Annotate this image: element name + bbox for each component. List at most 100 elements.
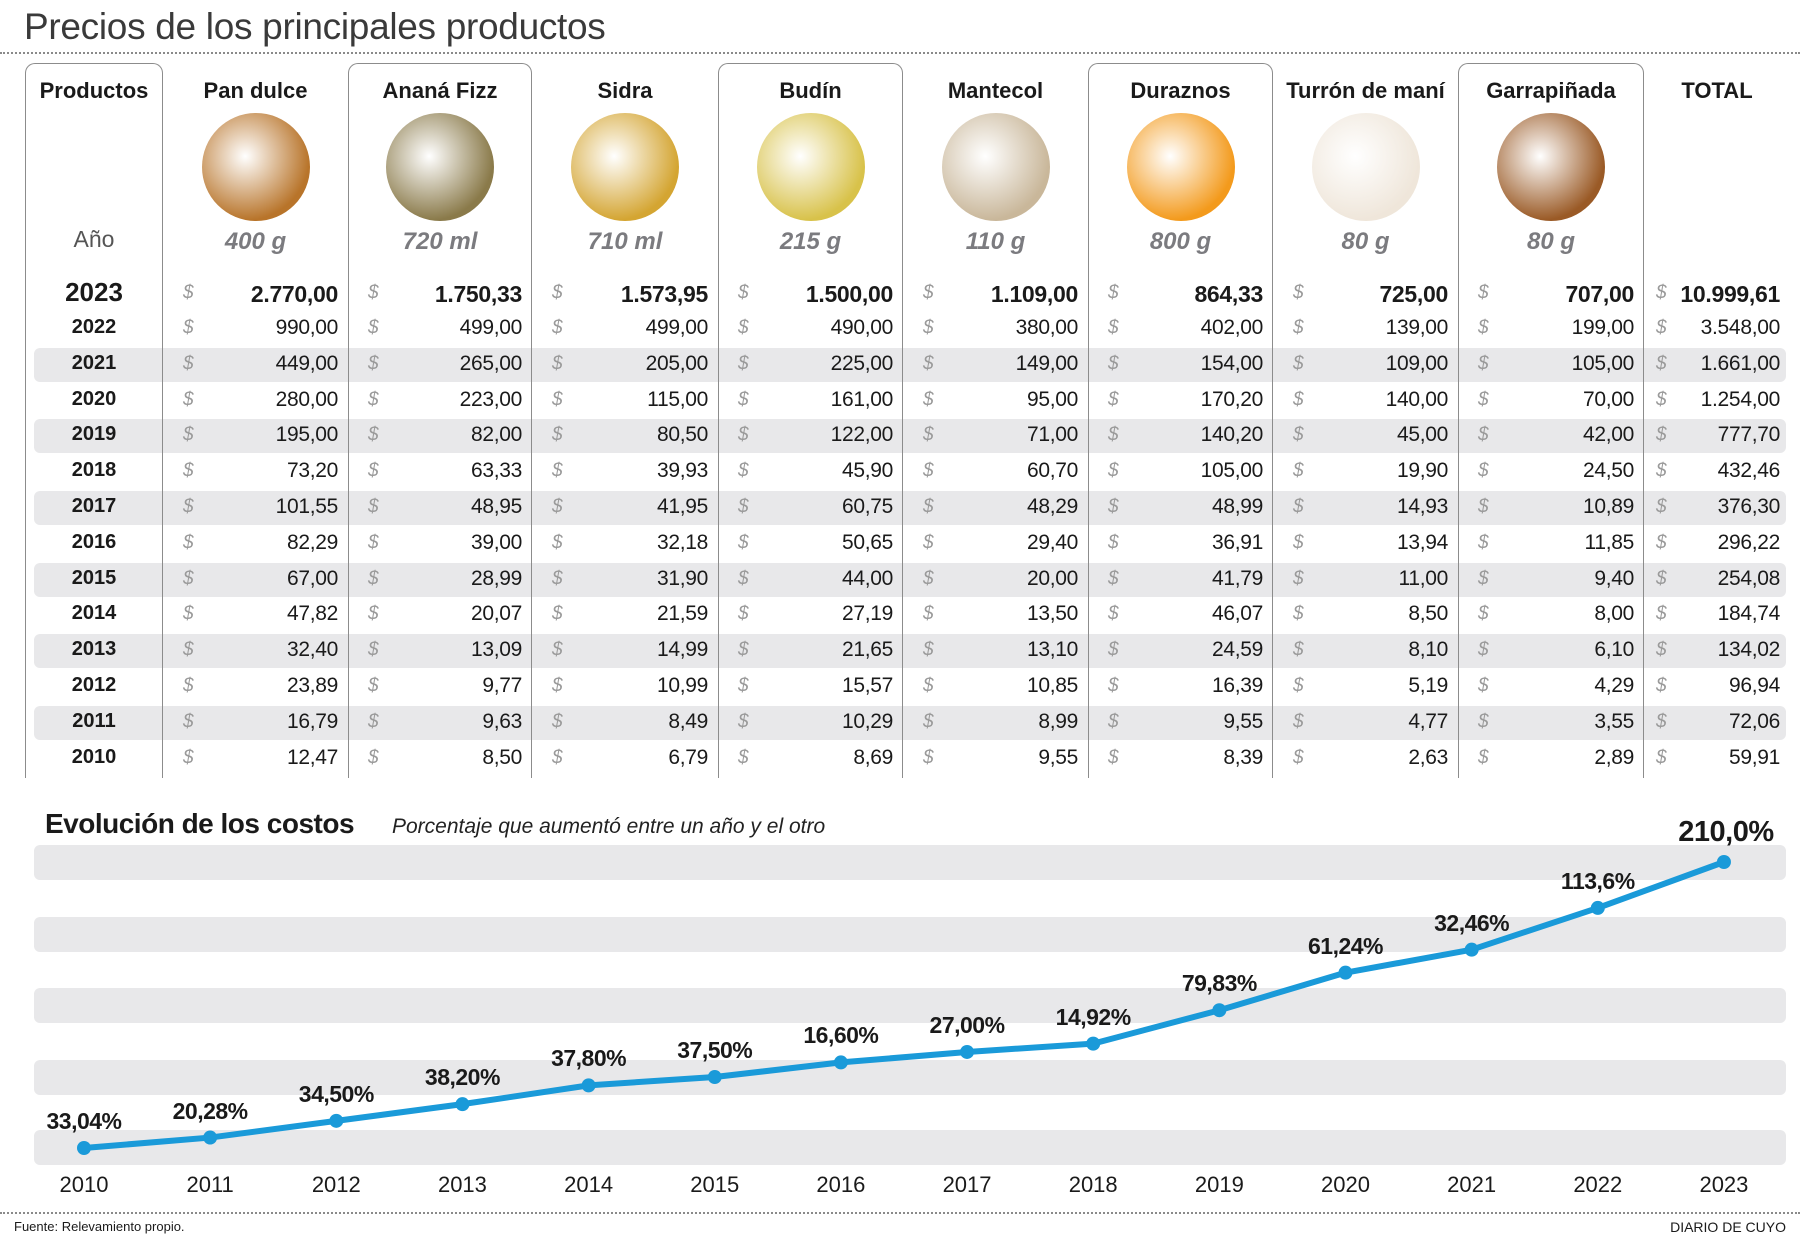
price-cell: $101,55 xyxy=(163,493,348,523)
price-value: 60,75 xyxy=(841,495,893,518)
data-point xyxy=(1590,900,1605,915)
price-cell: $205,00 xyxy=(532,350,718,380)
price-cell: $82,29 xyxy=(163,529,348,559)
product-size: 110 g xyxy=(965,228,1026,255)
price-value: 195,00 xyxy=(275,423,339,447)
data-label: 37,80% xyxy=(551,1045,627,1072)
currency-symbol: $ xyxy=(923,710,934,732)
price-value: 149,00 xyxy=(1015,351,1079,375)
total-cell: $72,06 xyxy=(1644,708,1790,738)
column-box xyxy=(1088,63,1273,778)
currency-symbol: $ xyxy=(1478,496,1489,517)
currency-symbol: $ xyxy=(738,675,749,696)
price-cell: $161,00 xyxy=(718,386,903,416)
currency-symbol: $ xyxy=(923,639,934,661)
price-value: 72,06 xyxy=(1728,709,1780,733)
price-cell: $1.109,00 xyxy=(903,279,1088,309)
price-value: 13,09 xyxy=(470,638,522,662)
data-point xyxy=(455,1097,470,1112)
data-point xyxy=(1086,1036,1101,1051)
x-tick-label: 2022 xyxy=(1573,1172,1623,1197)
currency-symbol: $ xyxy=(738,567,749,589)
currency-symbol: $ xyxy=(368,567,379,589)
price-value: 39,93 xyxy=(656,459,708,483)
currency-symbol: $ xyxy=(368,496,379,517)
price-value: 8,50 xyxy=(1408,602,1448,626)
price-cell: $60,75 xyxy=(718,493,903,523)
price-value: 27,19 xyxy=(841,602,893,626)
currency-symbol: $ xyxy=(183,352,194,374)
price-cell: $3,55 xyxy=(1458,708,1644,738)
row-band xyxy=(34,705,1786,740)
currency-symbol: $ xyxy=(1108,424,1119,446)
price-cell: $44,00 xyxy=(718,565,903,595)
price-value: 725,00 xyxy=(1379,281,1448,307)
currency-symbol: $ xyxy=(1478,352,1489,374)
price-value: 4,29 xyxy=(1594,674,1634,697)
currency-symbol: $ xyxy=(1108,460,1119,482)
price-value: 990,00 xyxy=(275,316,339,339)
year-label: 2015 xyxy=(71,566,117,589)
total-cell: $376,30 xyxy=(1644,493,1790,523)
price-cell: $10,85 xyxy=(903,672,1088,702)
price-value: 29,40 xyxy=(1026,530,1078,554)
price-cell: $32,40 xyxy=(163,636,348,666)
price-cell: $707,00 xyxy=(1458,279,1644,309)
currency-symbol: $ xyxy=(368,388,379,410)
total-cell: $1.254,00 xyxy=(1644,386,1790,416)
price-value: 9,55 xyxy=(1223,709,1263,733)
currency-symbol: $ xyxy=(1108,639,1119,661)
price-value: 15,57 xyxy=(841,674,893,697)
price-value: 9,77 xyxy=(482,674,522,697)
price-value: 170,20 xyxy=(1200,387,1264,411)
price-cell: $10,89 xyxy=(1458,493,1644,523)
data-point xyxy=(581,1078,596,1093)
product-size: 800 g xyxy=(1149,228,1212,255)
price-value: 707,00 xyxy=(1565,281,1634,307)
data-label: 16,60% xyxy=(803,1022,879,1049)
price-value: 205,00 xyxy=(645,351,709,375)
price-value: 105,00 xyxy=(1200,459,1264,483)
price-value: 46,07 xyxy=(1211,602,1263,626)
price-cell: $122,00 xyxy=(718,421,903,451)
currency-symbol: $ xyxy=(738,710,749,732)
price-cell: $21,65 xyxy=(718,636,903,666)
turron-photo-icon xyxy=(1311,113,1420,221)
price-value: 80,50 xyxy=(656,423,708,447)
price-value: 5,19 xyxy=(1408,674,1448,697)
currency-symbol: $ xyxy=(1293,388,1304,410)
price-cell: $1.500,00 xyxy=(718,279,903,309)
currency-symbol: $ xyxy=(1478,424,1489,446)
price-value: 6,10 xyxy=(1594,638,1634,662)
price-cell: $24,59 xyxy=(1088,636,1273,666)
price-cell: $154,00 xyxy=(1088,350,1273,380)
currency-symbol: $ xyxy=(1293,282,1304,303)
data-label: 14,92% xyxy=(1055,1003,1132,1030)
product-size: 720 ml xyxy=(402,228,478,255)
currency-symbol: $ xyxy=(1478,531,1489,553)
price-value: 1.254,00 xyxy=(1700,387,1781,411)
price-value: 3.548,00 xyxy=(1700,316,1781,339)
top-divider xyxy=(0,52,1800,54)
currency-symbol: $ xyxy=(1108,531,1119,553)
currency-symbol: $ xyxy=(1293,639,1304,661)
price-cell: $8,10 xyxy=(1273,636,1458,666)
price-value: 8,39 xyxy=(1223,745,1263,769)
price-cell: $63,33 xyxy=(348,457,532,487)
price-cell: $13,50 xyxy=(903,600,1088,630)
currency-symbol: $ xyxy=(368,317,379,338)
currency-symbol: $ xyxy=(1108,352,1119,374)
currency-symbol: $ xyxy=(1293,460,1304,482)
price-value: 39,00 xyxy=(470,530,522,554)
currency-symbol: $ xyxy=(738,317,749,338)
currency-symbol: $ xyxy=(183,675,194,696)
data-point xyxy=(707,1070,722,1085)
currency-symbol: $ xyxy=(552,424,563,446)
currency-symbol: $ xyxy=(552,639,563,661)
price-cell: $13,09 xyxy=(348,636,532,666)
price-value: 11,00 xyxy=(1398,566,1449,590)
data-point xyxy=(1338,965,1353,980)
year-label: 2017 xyxy=(71,495,117,517)
grid-band xyxy=(34,917,1786,952)
price-value: 154,00 xyxy=(1200,351,1264,375)
